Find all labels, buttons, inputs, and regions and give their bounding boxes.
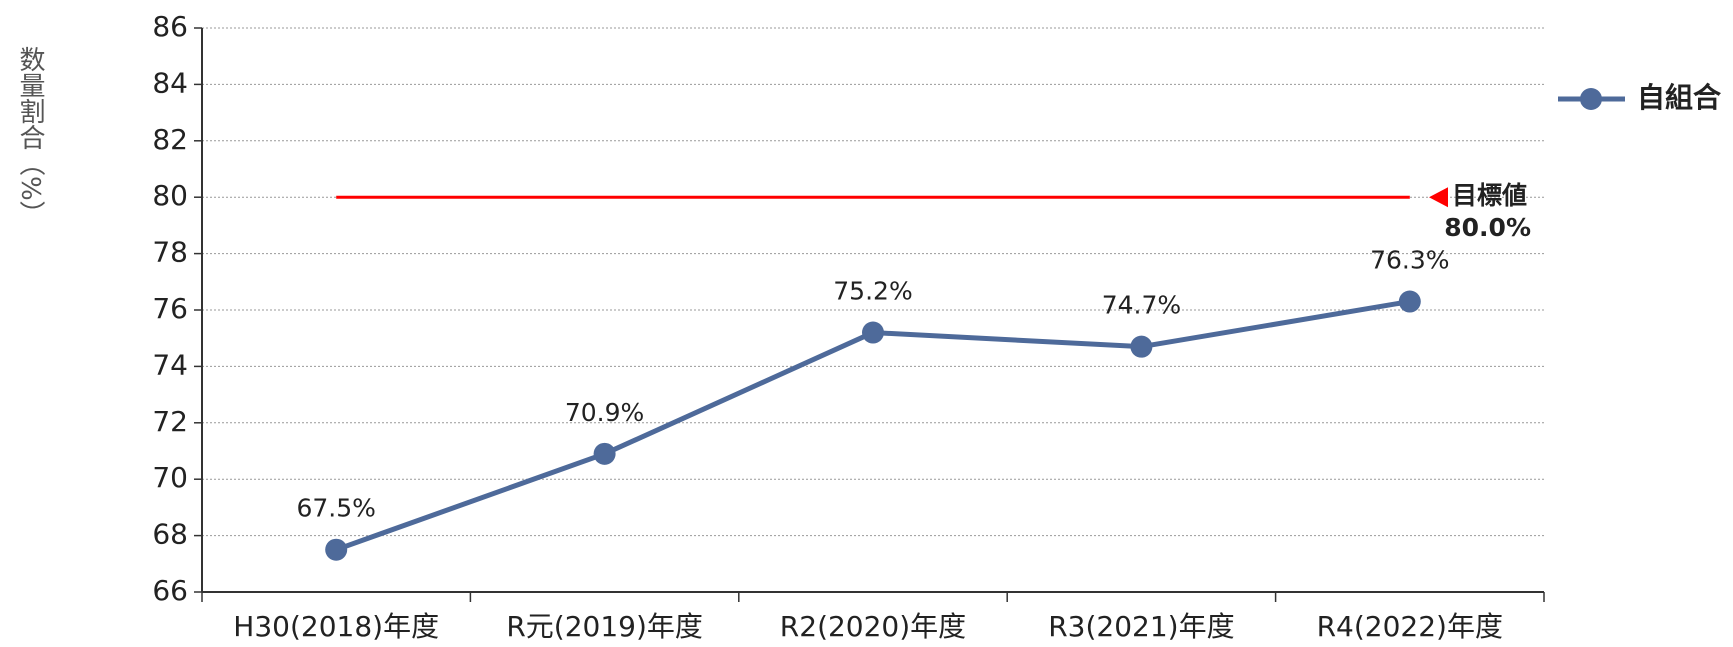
data-label: 75.2%	[833, 277, 912, 306]
legend-label: 自組合	[1637, 81, 1722, 114]
y-tick-label: 74	[152, 348, 188, 381]
y-tick-label: 78	[152, 236, 188, 269]
data-label: 67.5%	[296, 494, 375, 523]
data-label: 70.9%	[565, 398, 644, 427]
y-tick-label: 68	[152, 518, 188, 551]
target-label: 目標値	[1452, 181, 1527, 210]
y-tick-label: 82	[152, 123, 188, 156]
target-value-label: 80.0%	[1444, 213, 1531, 242]
x-tick-label: R2(2020)年度	[780, 610, 966, 643]
point	[862, 321, 884, 344]
y-axis-label: 数量割合（%）	[15, 46, 45, 227]
x-tick-label: R4(2022)年度	[1317, 610, 1503, 643]
y-tick-label: 84	[152, 66, 188, 99]
x-tick-label: R元(2019)年度	[506, 610, 703, 643]
y-tick-label: 66	[152, 574, 188, 607]
point	[593, 442, 616, 465]
y-tick-label: 72	[152, 405, 188, 438]
y-tick-label: 76	[152, 292, 188, 325]
point	[1398, 290, 1421, 313]
data-label: 76.3%	[1370, 246, 1449, 275]
x-tick-label: H30(2018)年度	[233, 610, 439, 643]
x-tick-label: R3(2021)年度	[1048, 610, 1234, 643]
y-tick-label: 80	[152, 179, 188, 212]
target-arrow	[1429, 187, 1448, 208]
y-tick-label: 86	[152, 10, 188, 43]
data-label: 74.7%	[1102, 291, 1181, 320]
point	[325, 538, 348, 561]
point	[1130, 335, 1153, 358]
y-tick-label: 70	[152, 461, 188, 494]
legend-marker	[1580, 88, 1602, 110]
